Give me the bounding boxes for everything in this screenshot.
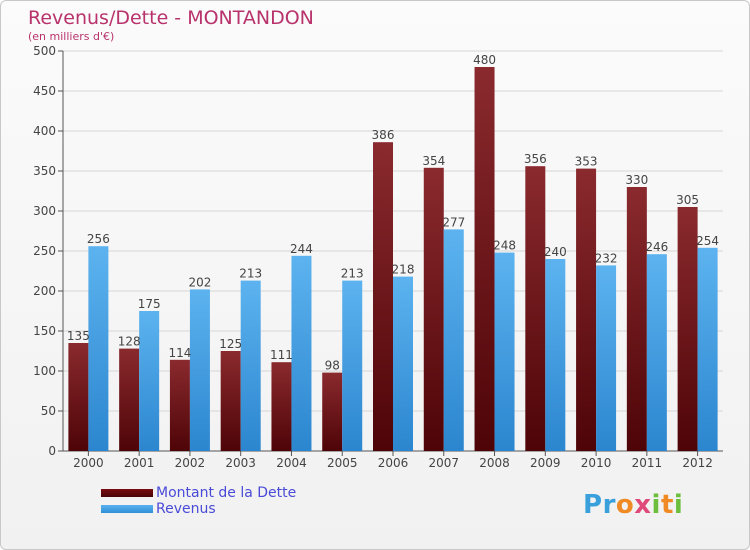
data-label-dette: 354 bbox=[422, 154, 445, 168]
data-label-dette: 111 bbox=[270, 348, 293, 362]
bar-dette bbox=[119, 348, 140, 451]
data-label-dette: 135 bbox=[67, 329, 90, 343]
x-tick-label: 2004 bbox=[276, 456, 307, 470]
bar-revenus bbox=[240, 280, 261, 451]
data-label-dette: 480 bbox=[473, 53, 496, 67]
data-label-revenus: 202 bbox=[188, 275, 211, 289]
y-tick-label: 400 bbox=[33, 124, 56, 138]
y-tick-label: 100 bbox=[33, 364, 56, 378]
legend-label-revenus: Revenus bbox=[156, 501, 216, 517]
data-label-dette: 114 bbox=[168, 346, 191, 360]
y-tick-label: 250 bbox=[33, 244, 56, 258]
bar-revenus bbox=[342, 280, 363, 451]
data-label-dette: 356 bbox=[524, 152, 547, 166]
x-tick-label: 2011 bbox=[632, 456, 663, 470]
bar-revenus bbox=[443, 229, 464, 451]
y-tick-label: 150 bbox=[33, 324, 56, 338]
y-tick-label: 450 bbox=[33, 84, 56, 98]
legend-swatch-dette bbox=[101, 489, 153, 497]
data-label-dette: 330 bbox=[625, 173, 648, 187]
data-label-dette: 98 bbox=[325, 359, 340, 373]
x-tick-label: 2005 bbox=[327, 456, 358, 470]
bar-revenus bbox=[291, 255, 312, 451]
bar-dette bbox=[576, 168, 597, 451]
x-tick-label: 2006 bbox=[378, 456, 409, 470]
x-tick-label: 2010 bbox=[581, 456, 612, 470]
data-label-revenus: 240 bbox=[544, 245, 567, 259]
bar-dette bbox=[68, 343, 89, 451]
bar-dette bbox=[169, 359, 190, 451]
data-label-revenus: 277 bbox=[442, 215, 465, 229]
bar-revenus bbox=[697, 247, 718, 451]
y-tick-label: 300 bbox=[33, 204, 56, 218]
chart-subtitle: (en milliers d'€) bbox=[28, 30, 115, 43]
chart-legend: Montant de la Dette Revenus bbox=[101, 485, 296, 517]
bar-revenus bbox=[189, 289, 210, 451]
bar-dette bbox=[220, 351, 241, 451]
legend-item-dette: Montant de la Dette bbox=[101, 485, 296, 501]
bar-revenus bbox=[646, 254, 667, 451]
bar-dette bbox=[626, 187, 647, 451]
bar-dette bbox=[525, 166, 546, 451]
bar-revenus bbox=[494, 252, 515, 451]
legend-label-dette: Montant de la Dette bbox=[156, 485, 297, 501]
y-tick-label: 0 bbox=[48, 444, 56, 458]
data-label-revenus: 256 bbox=[87, 232, 110, 246]
data-label-dette: 305 bbox=[676, 193, 699, 207]
x-tick-label: 2009 bbox=[530, 456, 561, 470]
data-label-dette: 386 bbox=[372, 128, 395, 142]
data-label-revenus: 232 bbox=[595, 251, 618, 265]
y-tick-label: 200 bbox=[33, 284, 56, 298]
data-label-revenus: 218 bbox=[392, 263, 415, 277]
y-tick-label: 50 bbox=[41, 404, 56, 418]
data-label-dette: 125 bbox=[219, 337, 242, 351]
bar-dette bbox=[373, 142, 393, 451]
x-tick-label: 2000 bbox=[73, 456, 104, 470]
bar-revenus bbox=[88, 246, 109, 451]
x-tick-label: 2001 bbox=[124, 456, 155, 470]
data-label-dette: 128 bbox=[118, 335, 141, 349]
bar-revenus bbox=[139, 311, 160, 451]
bar-dette bbox=[271, 362, 292, 451]
x-tick-label: 2003 bbox=[225, 456, 256, 470]
y-tick-label: 500 bbox=[33, 44, 56, 58]
bar-dette bbox=[423, 167, 444, 452]
proxiti-logo: Proxiti bbox=[583, 490, 684, 520]
data-label-revenus: 244 bbox=[290, 242, 313, 256]
chart-title: Revenus/Dette - MONTANDON bbox=[28, 7, 314, 29]
bar-dette bbox=[474, 67, 495, 451]
y-tick-label: 350 bbox=[33, 164, 56, 178]
data-label-dette: 353 bbox=[575, 155, 598, 169]
bar-dette bbox=[322, 372, 343, 451]
legend-swatch-revenus bbox=[101, 505, 153, 513]
x-tick-label: 2008 bbox=[479, 456, 510, 470]
data-label-revenus: 213 bbox=[341, 267, 364, 281]
data-label-revenus: 246 bbox=[645, 240, 668, 254]
bar-dette bbox=[677, 207, 698, 451]
data-label-revenus: 213 bbox=[239, 267, 262, 281]
legend-item-revenus: Revenus bbox=[101, 501, 296, 517]
x-tick-label: 2002 bbox=[175, 456, 206, 470]
data-label-revenus: 175 bbox=[138, 297, 161, 311]
bar-revenus bbox=[393, 276, 413, 451]
bar-revenus bbox=[596, 265, 617, 451]
x-tick-label: 2007 bbox=[428, 456, 459, 470]
bar-revenus bbox=[545, 259, 566, 451]
x-tick-label: 2012 bbox=[682, 456, 713, 470]
data-label-revenus: 248 bbox=[493, 239, 516, 253]
data-label-revenus: 254 bbox=[696, 234, 719, 248]
